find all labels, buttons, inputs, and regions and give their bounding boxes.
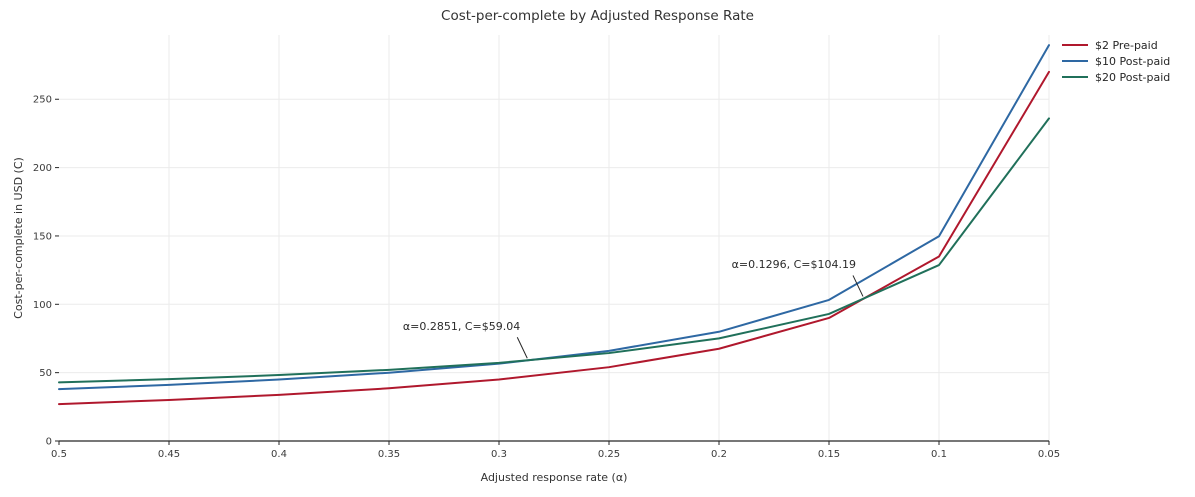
x-tick-label: 0.15 [818, 449, 840, 460]
y-tick-label: 0 [46, 437, 52, 448]
x-tick-label: 0.4 [271, 449, 287, 460]
x-axis-title: Adjusted response rate (α) [481, 471, 628, 484]
series-line-2 [58, 117, 1050, 384]
x-tick-label: 0.45 [158, 449, 180, 460]
y-tick-label: 100 [33, 300, 52, 311]
legend-item-10-postpaid: $10 Post-paid [1062, 53, 1170, 69]
legend-item-20-postpaid: $20 Post-paid [1062, 69, 1170, 85]
legend-line-swatch [1062, 59, 1088, 63]
annotation-leader [516, 337, 528, 359]
legend-line-swatch [1062, 43, 1088, 47]
y-tick-label: 150 [33, 231, 52, 242]
legend-line-swatch [1062, 75, 1088, 79]
chart-title: Cost-per-complete by Adjusted Response R… [441, 8, 754, 24]
x-tick-label: 0.2 [711, 449, 727, 460]
x-tick-label: 0.1 [931, 449, 947, 460]
x-tick-label: 0.05 [1038, 449, 1060, 460]
annotation-breakeven-2-vs-20: α=0.1296, C=$104.19 [731, 258, 856, 272]
y-tick-label: 200 [33, 163, 52, 174]
x-tick-label: 0.35 [378, 449, 400, 460]
legend: $2 Pre-paid $10 Post-paid $20 Post-paid [1062, 37, 1170, 85]
y-tick-label: 250 [33, 95, 52, 106]
legend-item-2-prepaid: $2 Pre-paid [1062, 37, 1170, 53]
series-line-1 [58, 44, 1050, 391]
legend-label: $10 Post-paid [1095, 54, 1171, 68]
annotation-breakeven-10-vs-20: α=0.2851, C=$59.04 [402, 320, 521, 334]
series-line-0 [58, 70, 1050, 406]
x-tick-label: 0.3 [491, 449, 507, 460]
legend-label: $2 Pre-paid [1095, 38, 1158, 52]
legend-label: $20 Post-paid [1095, 70, 1171, 84]
annotation-leader [852, 275, 864, 297]
y-tick-label: 50 [39, 368, 52, 379]
x-tick-label: 0.25 [598, 449, 620, 460]
y-axis-title: Cost-per-complete in USD (C) [12, 157, 25, 319]
x-tick-label: 0.5 [51, 449, 67, 460]
